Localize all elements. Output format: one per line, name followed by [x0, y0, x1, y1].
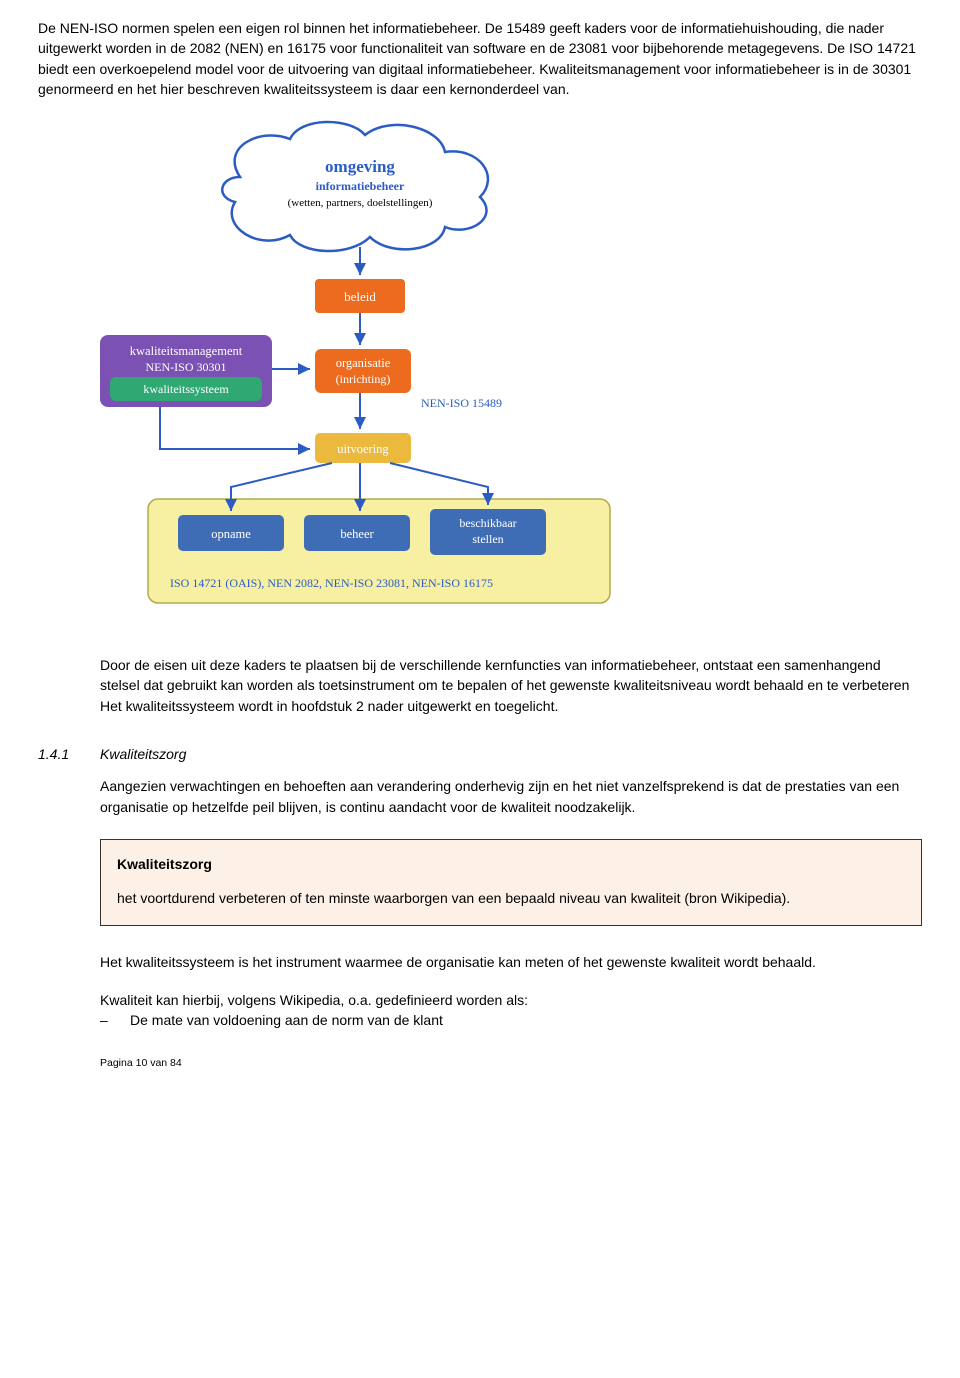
org-line2: (inrichting) [336, 372, 391, 386]
section-title: Kwaliteitszorg [100, 744, 186, 764]
closing-p1: Het kwaliteitssysteem is het instrument … [100, 952, 922, 972]
uitvoering-label: uitvoering [337, 442, 389, 456]
cloud-node: omgeving informatiebeheer (wetten, partn… [222, 122, 488, 251]
org-line1: organisatie [336, 356, 391, 370]
page-footer: Pagina 10 van 84 [100, 1056, 922, 1071]
bottom-caption: ISO 14721 (OAIS), NEN 2082, NEN-ISO 2308… [170, 576, 493, 590]
ks-label: kwaliteitssysteem [143, 382, 229, 396]
uitvoering-node: uitvoering [315, 433, 411, 463]
beleid-label: beleid [344, 289, 376, 304]
org-side-label: NEN-ISO 15489 [421, 396, 502, 410]
after-diagram-block: Door de eisen uit deze kaders te plaatse… [100, 655, 922, 716]
bullet-dash: – [100, 1010, 130, 1030]
beleid-node: beleid [315, 279, 405, 313]
km-line1: kwaliteitsmanagement [130, 344, 243, 358]
besch-line2: stellen [472, 532, 503, 546]
callout-body: het voortdurend verbeteren of ten minste… [117, 888, 905, 908]
diagram: omgeving informatiebeheer (wetten, partn… [100, 117, 922, 627]
closing-p2: Kwaliteit kan hierbij, volgens Wikipedia… [100, 990, 922, 1010]
opname-label: opname [211, 527, 251, 541]
closing-bullet: – De mate van voldoening aan de norm van… [100, 1010, 922, 1030]
cloud-sub2: (wetten, partners, doelstellingen) [288, 197, 433, 209]
section-paragraph: Aangezien verwachtingen en behoeften aan… [100, 776, 922, 817]
km-node: kwaliteitsmanagement NEN-ISO 30301 kwali… [100, 335, 272, 407]
cloud-title: omgeving [325, 157, 395, 176]
after-diagram-p2: Het kwaliteitssysteem wordt in hoofdstuk… [100, 696, 922, 716]
callout-title: Kwaliteitszorg [117, 854, 905, 874]
arrow-km-uitvoering [160, 407, 310, 449]
cloud-sub1: informatiebeheer [316, 179, 405, 193]
org-node: organisatie (inrichting) [315, 349, 411, 393]
callout-box: Kwaliteitszorg het voortdurend verbetere… [100, 839, 922, 926]
bottom-panel: opname beheer beschikbaar stellen ISO 14… [148, 499, 610, 603]
intro-paragraph: De NEN-ISO normen spelen een eigen rol b… [38, 18, 922, 99]
diagram-svg: omgeving informatiebeheer (wetten, partn… [100, 117, 660, 627]
section-number: 1.4.1 [38, 744, 100, 764]
km-line2: NEN-ISO 30301 [146, 360, 227, 374]
closing-bullet-text: De mate van voldoening aan de norm van d… [130, 1010, 443, 1030]
besch-line1: beschikbaar [459, 516, 516, 530]
beheer-label: beheer [340, 527, 374, 541]
section-heading: 1.4.1 Kwaliteitszorg [38, 744, 922, 764]
after-diagram-p: Door de eisen uit deze kaders te plaatse… [100, 655, 922, 696]
